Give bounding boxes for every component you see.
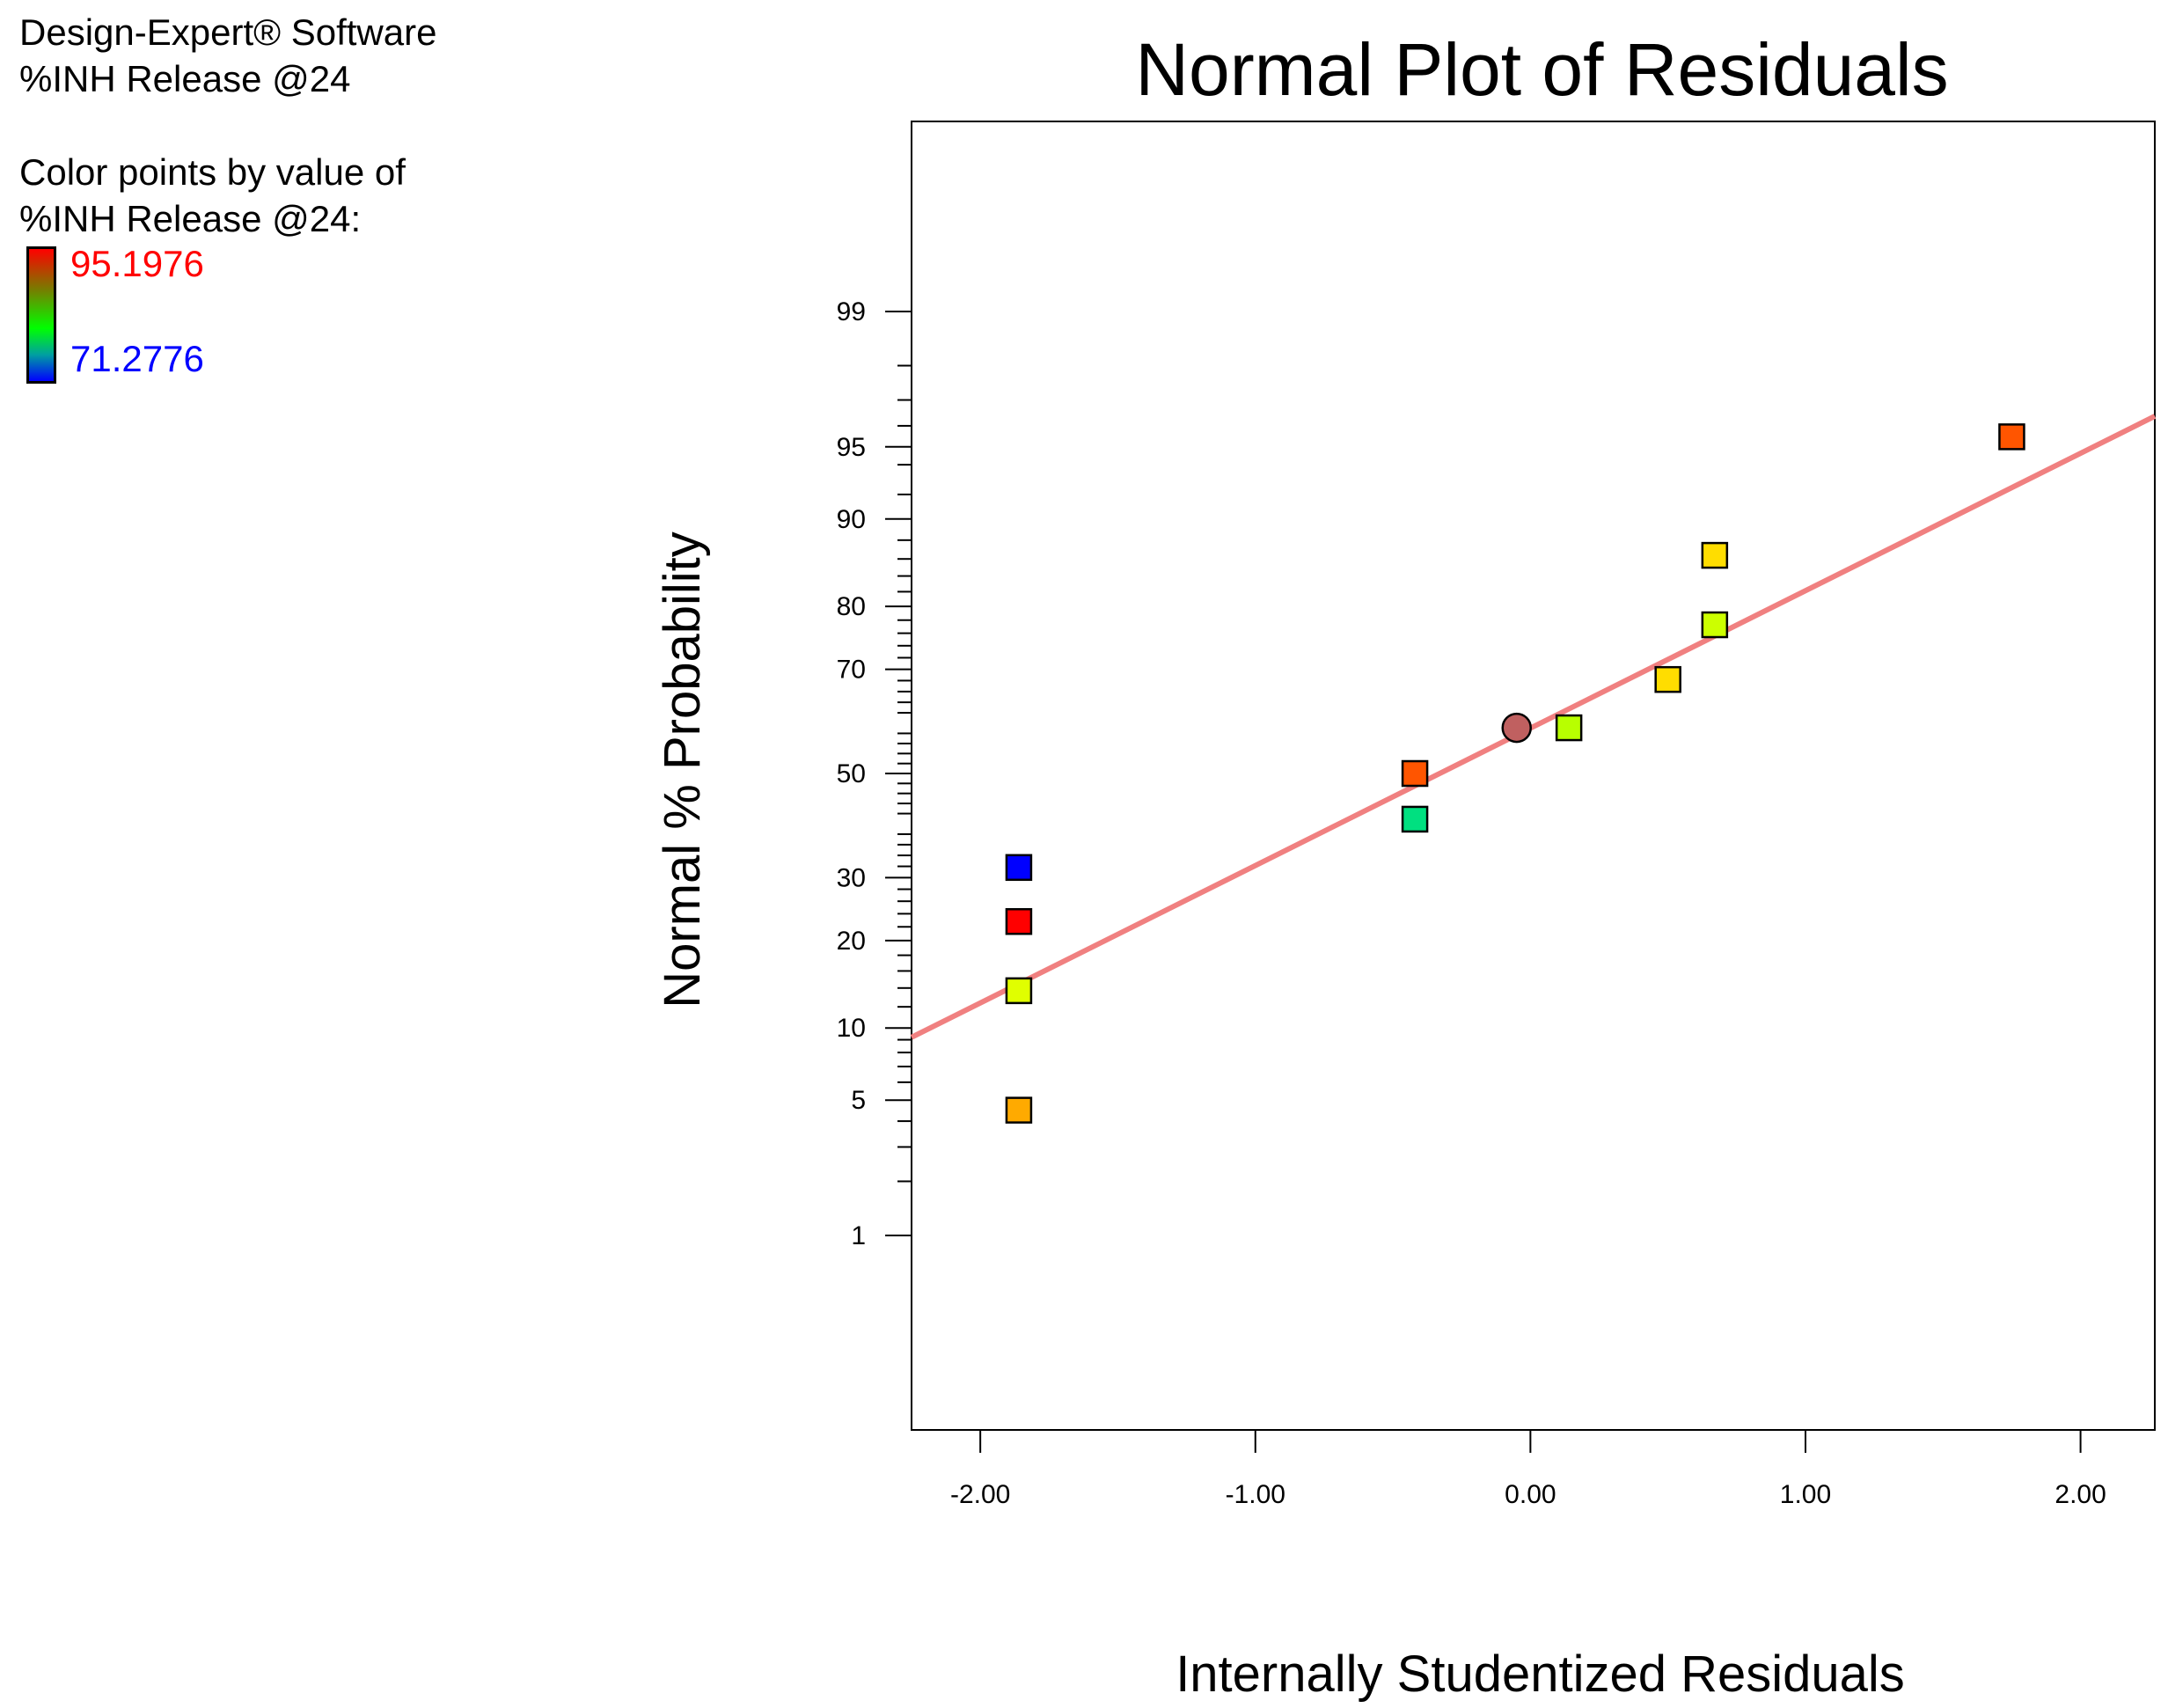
y-axis-label: Normal % Probability [654, 531, 711, 1008]
x-axis-label: Internally Studentized Residuals [1176, 1646, 1905, 1703]
data-point [1005, 977, 1033, 1005]
data-point [1401, 805, 1429, 833]
y-tick-label: 80 [837, 592, 866, 621]
data-point [1005, 907, 1033, 935]
chart-title: Normal Plot of Residuals [1135, 28, 1948, 111]
data-point [1401, 759, 1429, 788]
color-caption-line-1: Color points by value of [19, 151, 406, 193]
y-tick-label: 90 [837, 505, 866, 534]
y-tick-label: 70 [837, 656, 866, 685]
response-name: %INH Release @24 [19, 58, 351, 99]
data-point [1701, 611, 1729, 639]
data-point [1654, 665, 1681, 693]
legend-low-value: 71.2776 [70, 338, 204, 379]
data-point [1701, 541, 1729, 569]
data-point [1555, 714, 1583, 742]
color-caption-line-2: %INH Release @24: [19, 198, 362, 239]
data-point [1501, 712, 1532, 744]
color-gradient-legend [26, 246, 56, 384]
y-tick-label: 1 [851, 1221, 866, 1250]
plot-frame [911, 121, 2156, 1431]
y-tick-label: 20 [837, 927, 866, 956]
y-tick-label: 99 [837, 297, 866, 326]
software-name: Design-Expert® Software [19, 11, 437, 53]
y-tick-label: 5 [851, 1086, 866, 1115]
data-point [1005, 1096, 1033, 1124]
x-tick-label: -2.00 [950, 1480, 1010, 1509]
x-tick-label: -1.00 [1226, 1480, 1285, 1509]
x-tick-label: 1.00 [1780, 1480, 1831, 1509]
x-tick-label: 2.00 [2054, 1480, 2106, 1509]
y-tick-label: 50 [837, 759, 866, 788]
y-tick-label: 95 [837, 433, 866, 462]
info-panel: Design-Expert® Software %INH Release @24… [19, 9, 436, 242]
legend-high-value: 95.1976 [70, 243, 204, 284]
x-tick-label: 0.00 [1505, 1480, 1556, 1509]
y-tick-label: 10 [837, 1014, 866, 1043]
y-tick-label: 30 [837, 863, 866, 892]
data-point [1005, 854, 1033, 882]
data-point [1998, 423, 2025, 451]
reference-line [910, 414, 2157, 1040]
